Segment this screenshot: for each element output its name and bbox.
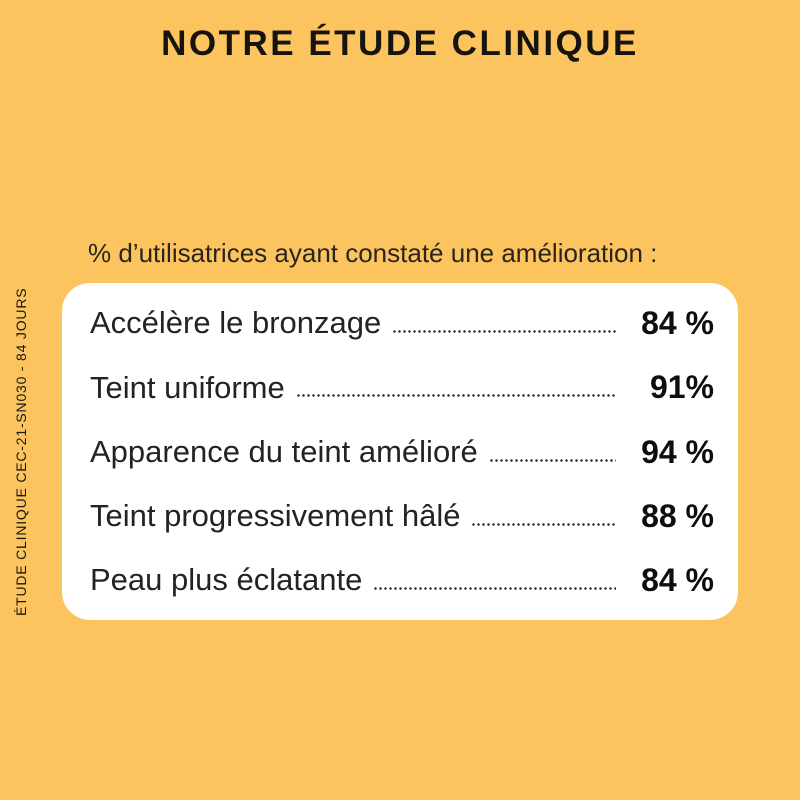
stat-value: 88 % [641, 497, 714, 534]
dotted-leader [374, 587, 616, 590]
stat-row: Peau plus éclatante 84 % [90, 560, 714, 600]
stat-label: Teint uniforme [90, 369, 285, 405]
stat-row: Teint uniforme 91% [90, 367, 714, 407]
study-reference-vertical-label: ÉTUDE CLINIQUE CEC-21-SN030 - 84 JOURS [13, 287, 29, 616]
dotted-leader [472, 522, 616, 526]
stat-row: Accélère le bronzage 84 % [90, 303, 714, 343]
page-title: NOTRE ÉTUDE CLINIQUE [161, 24, 639, 63]
stat-label: Apparence du teint amélioré [90, 433, 478, 469]
stat-value: 84 % [641, 562, 714, 598]
stats-intro-line: % d’utilisatrices ayant constaté une amé… [88, 238, 658, 268]
stat-label: Accélère le bronzage [90, 305, 382, 341]
stat-value: 84 % [641, 305, 714, 341]
stat-row: Teint progressivement hâlé 88 % [90, 496, 714, 536]
stat-label: Peau plus éclatante [90, 562, 363, 598]
stat-value: 91% [649, 369, 714, 406]
stat-label: Teint progressivement hâlé [90, 498, 461, 533]
stat-value: 94 % [641, 433, 714, 470]
stats-card: Accélère le bronzage 84 % Teint uniforme… [62, 283, 738, 620]
dotted-leader [393, 330, 616, 333]
dotted-leader [296, 394, 616, 398]
stat-row: Apparence du teint amélioré 94 % [90, 432, 714, 472]
dotted-leader [489, 458, 616, 462]
